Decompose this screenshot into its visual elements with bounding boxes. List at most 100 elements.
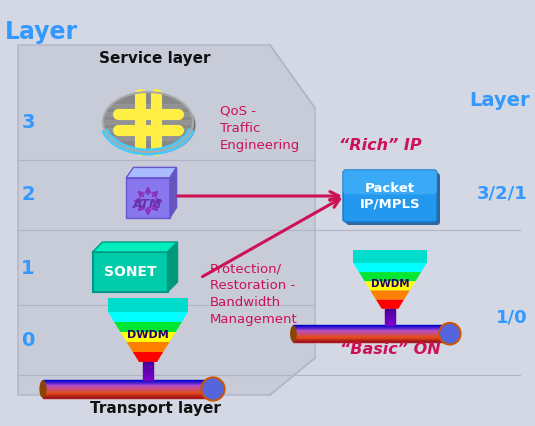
Text: Layer: Layer — [5, 20, 78, 44]
Bar — [385, 309, 395, 311]
Bar — [43, 383, 213, 385]
Bar — [43, 390, 213, 391]
Bar — [43, 393, 213, 394]
Circle shape — [201, 377, 225, 401]
Text: 3/2/1: 3/2/1 — [477, 185, 528, 203]
FancyBboxPatch shape — [104, 120, 192, 124]
Bar — [385, 320, 395, 322]
Polygon shape — [114, 322, 182, 332]
Bar — [43, 395, 213, 396]
Polygon shape — [108, 298, 188, 312]
Polygon shape — [359, 272, 421, 281]
Polygon shape — [365, 281, 415, 291]
Bar — [293, 329, 450, 330]
Bar — [385, 312, 395, 314]
Circle shape — [203, 379, 223, 399]
Bar — [385, 322, 395, 324]
FancyBboxPatch shape — [106, 112, 190, 116]
Bar — [385, 314, 395, 316]
Bar — [293, 334, 450, 335]
Bar — [143, 366, 153, 367]
Bar — [385, 316, 395, 317]
Text: Protection/
Restoration -
Bandwidth
Management: Protection/ Restoration - Bandwidth Mana… — [210, 262, 298, 326]
Polygon shape — [108, 312, 188, 322]
Bar — [43, 385, 213, 386]
Bar — [43, 394, 213, 395]
Polygon shape — [167, 242, 178, 292]
Text: “Basic” ON: “Basic” ON — [340, 343, 440, 357]
Bar — [293, 328, 450, 329]
Ellipse shape — [107, 96, 195, 154]
Circle shape — [441, 325, 459, 343]
Bar — [293, 332, 450, 333]
Text: DWDM: DWDM — [127, 329, 169, 340]
Bar — [143, 371, 153, 373]
Polygon shape — [18, 45, 315, 395]
Text: Transport layer: Transport layer — [89, 400, 220, 415]
Bar — [43, 387, 213, 388]
FancyBboxPatch shape — [111, 136, 185, 140]
Text: 3: 3 — [21, 112, 35, 132]
Bar — [143, 362, 153, 364]
Bar — [43, 386, 213, 387]
Bar — [293, 339, 450, 340]
FancyBboxPatch shape — [111, 104, 185, 108]
Text: 0: 0 — [21, 331, 35, 349]
Ellipse shape — [40, 380, 47, 398]
Bar — [293, 340, 450, 341]
Polygon shape — [127, 342, 170, 352]
FancyBboxPatch shape — [343, 170, 437, 222]
Bar — [293, 338, 450, 339]
Text: 1/0: 1/0 — [496, 309, 528, 327]
Bar — [143, 373, 153, 374]
Bar — [385, 319, 395, 320]
Bar — [293, 335, 450, 336]
Bar — [293, 341, 450, 342]
Text: Layer: Layer — [469, 90, 530, 109]
Bar — [43, 382, 213, 383]
Text: QoS -
Traffic
Engineering: QoS - Traffic Engineering — [220, 105, 300, 152]
Bar — [143, 374, 153, 377]
Text: 2: 2 — [21, 184, 35, 204]
Polygon shape — [376, 299, 404, 309]
Bar — [143, 377, 153, 378]
FancyBboxPatch shape — [106, 128, 190, 132]
Polygon shape — [126, 167, 177, 178]
Bar — [143, 364, 153, 366]
Bar — [293, 331, 450, 332]
Text: Packet
IP/MPLS: Packet IP/MPLS — [360, 181, 421, 210]
Circle shape — [439, 322, 461, 345]
FancyBboxPatch shape — [346, 173, 440, 225]
Bar — [143, 367, 153, 369]
Text: 1: 1 — [21, 259, 35, 277]
Bar — [43, 388, 213, 389]
Bar — [293, 337, 450, 338]
Bar — [43, 396, 213, 397]
Bar — [43, 389, 213, 390]
Bar — [43, 381, 213, 382]
Text: “Rich” IP: “Rich” IP — [339, 138, 422, 153]
Polygon shape — [353, 250, 427, 263]
Polygon shape — [133, 352, 163, 362]
FancyBboxPatch shape — [93, 252, 167, 292]
Bar — [43, 397, 213, 398]
Bar — [43, 391, 213, 393]
Bar — [293, 327, 450, 328]
Polygon shape — [370, 291, 410, 299]
Bar — [385, 311, 395, 312]
Bar — [293, 325, 450, 326]
Polygon shape — [170, 167, 177, 218]
Text: ATM: ATM — [133, 198, 163, 210]
Bar — [143, 378, 153, 380]
Bar — [293, 326, 450, 327]
Bar — [293, 336, 450, 337]
Polygon shape — [93, 242, 178, 252]
Text: SONET: SONET — [104, 265, 156, 279]
FancyBboxPatch shape — [343, 170, 437, 194]
Ellipse shape — [104, 93, 192, 151]
Text: Service layer: Service layer — [100, 51, 211, 66]
Bar — [293, 333, 450, 334]
Bar — [43, 380, 213, 381]
Bar — [143, 369, 153, 371]
Polygon shape — [120, 332, 175, 342]
